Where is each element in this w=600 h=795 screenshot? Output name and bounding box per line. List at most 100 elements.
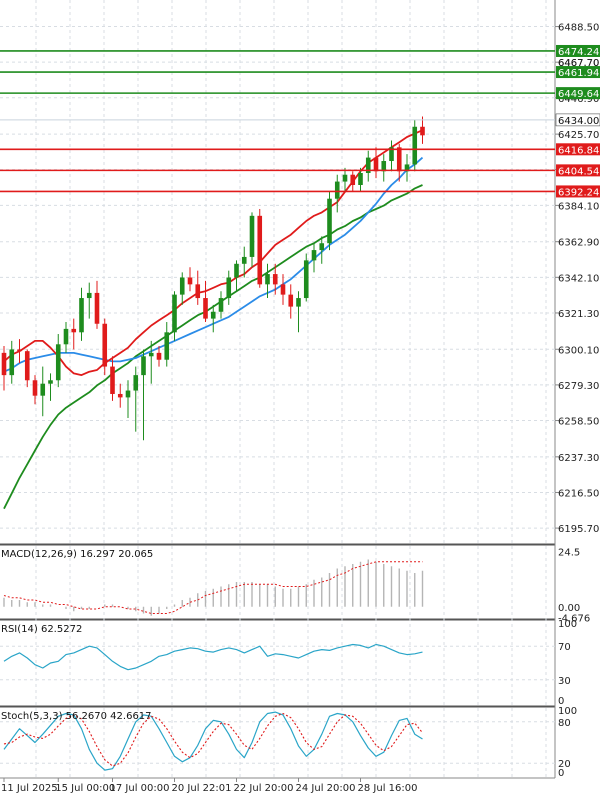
candle-body-bull [234, 263, 239, 278]
price-axis-label: 6467.70 [558, 58, 599, 69]
candle-body-bull [164, 332, 170, 360]
candlestick [172, 291, 177, 341]
candlestick [334, 174, 340, 213]
candlestick [296, 291, 301, 333]
candle-body-bull [404, 164, 410, 172]
candle-body-bear [117, 393, 123, 398]
candlestick [63, 322, 69, 353]
candlestick [288, 284, 294, 319]
candlestick [148, 340, 154, 384]
time-axis-label: 24 Jul 20:00 [296, 783, 356, 794]
candle-body-bear [350, 174, 356, 185]
macd-axis-label: 24.5 [558, 548, 580, 559]
candlestick [234, 260, 239, 292]
candle-body-bull [48, 380, 53, 384]
stoch-axis-label: 20 [558, 759, 571, 770]
candlestick [1, 346, 7, 391]
candle-body-bear [187, 277, 193, 285]
macd-title: MACD(12,26,9) 16.297 20.065 [1, 549, 153, 560]
time-axis-label: 17 Jul 00:00 [110, 783, 170, 794]
stoch-axis-label: 0 [558, 768, 564, 779]
candle-body-bear [272, 274, 278, 285]
candlestick [48, 373, 53, 401]
candle-body-bull [342, 174, 348, 182]
candle-body-bull [296, 298, 301, 307]
candle-body-bull [133, 375, 139, 391]
price-axis-label: 6321.30 [558, 309, 599, 320]
candle-body-bull [172, 294, 177, 333]
candle-body-bear [280, 284, 286, 295]
candle-body-bear [17, 349, 22, 352]
candle-body-bear [94, 292, 100, 324]
price-axis-label: 6488.50 [558, 23, 599, 34]
main-pane: 6488.506467.706446.906425.706405.006384.… [0, 23, 600, 535]
level-line-tag [556, 66, 600, 79]
stoch-axis-label: 80 [558, 718, 571, 729]
level-line-label: 6449.64 [558, 89, 599, 100]
candle-body-bull [9, 349, 15, 376]
candle-body-bear [1, 352, 7, 376]
level-line-label: 6461.94 [558, 68, 599, 79]
candlestick [133, 366, 139, 432]
candlestick [102, 318, 108, 376]
candle-body-bull [412, 126, 418, 165]
candle-body-bull [303, 260, 309, 299]
candle-body-bull [141, 356, 146, 376]
price-axis-label: 6300.10 [558, 345, 599, 356]
candle-body-bull [79, 298, 84, 333]
candle-body-bull [40, 383, 46, 396]
price-axis-label: 6237.30 [558, 453, 599, 464]
candlestick [311, 243, 317, 273]
candlestick [55, 334, 61, 388]
candlestick [226, 270, 232, 305]
rsi-axis-label: 30 [558, 676, 571, 687]
candle-body-bear [71, 328, 77, 333]
candlestick [71, 318, 77, 350]
candlestick [412, 119, 418, 172]
candlestick [365, 150, 371, 182]
time-axis-label: 15 Jul 00:00 [55, 783, 115, 794]
candle-body-bear [257, 215, 263, 285]
candlestick [187, 267, 193, 292]
candlestick [280, 274, 286, 305]
candlestick [110, 356, 115, 401]
stoch-title: Stoch(5,3,3) 56.2670 42.6617 [1, 711, 152, 722]
candlestick [241, 246, 247, 278]
candle-body-bull [381, 161, 387, 172]
candle-body-bear [24, 351, 30, 381]
candlestick [94, 280, 100, 329]
time-axis-label: 11 Jul 2025 [1, 783, 58, 794]
price-axis-label: 6195.70 [558, 524, 599, 535]
candlestick [358, 167, 363, 192]
candlestick [210, 304, 216, 333]
candlestick [9, 340, 15, 384]
candlestick [117, 383, 123, 408]
candlestick [257, 208, 263, 288]
candlestick [342, 167, 348, 192]
rsi-axis-label: 100 [558, 619, 577, 630]
candle-body-bull [365, 157, 371, 174]
rsi-pane: 100 70 30 0 RSI(14) 62.5272 [0, 619, 577, 707]
price-axis-label: 6279.30 [558, 381, 599, 392]
candlestick [125, 380, 131, 418]
candle-body-bull [55, 344, 61, 381]
candlestick [203, 280, 208, 323]
level-line-tag [556, 87, 600, 100]
macd-signal-line [3, 561, 423, 614]
candle-body-bear [373, 157, 379, 172]
price-axis-label: 6216.50 [558, 488, 599, 499]
rsi-axis-label: 0 [558, 696, 564, 707]
time-axis-label: 22 Jul 20:00 [234, 783, 294, 794]
candle-body-bear [420, 126, 425, 136]
candle-body-bull [249, 215, 255, 257]
price-axis-label: 6425.70 [558, 130, 599, 141]
candle-body-bull [179, 277, 185, 295]
candle-body-bull [327, 198, 332, 244]
candle-body-bull [63, 328, 69, 345]
level-line-label: 6474.24 [558, 47, 599, 58]
candlestick [32, 375, 38, 405]
